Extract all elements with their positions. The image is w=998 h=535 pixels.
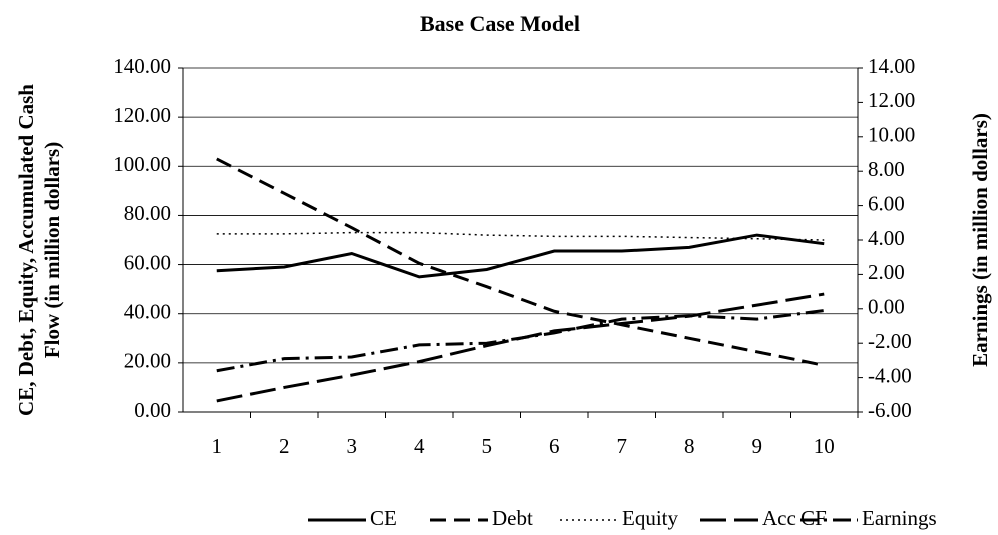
x-tick-label: 9 <box>752 434 763 458</box>
y-tick-label: 40.00 <box>124 300 171 324</box>
x-tick-label: 6 <box>549 434 560 458</box>
legend-label: Debt <box>492 506 533 530</box>
series-line <box>216 233 825 279</box>
y2-axis-title: Earnings (in million dollars) <box>968 113 992 367</box>
legend-label: CE <box>370 506 397 530</box>
y2-tick-label: -6.00 <box>868 398 912 422</box>
x-tick-label: 4 <box>414 434 425 458</box>
chart-title: Base Case Model <box>420 11 580 36</box>
series-line <box>216 157 825 367</box>
legend-label: Acc CF <box>762 506 827 530</box>
x-tick-label: 10 <box>814 434 835 458</box>
y-tick-label: 140.00 <box>113 54 171 78</box>
series-line <box>216 309 825 373</box>
x-tick-label: 2 <box>279 434 290 458</box>
legend-label: Earnings <box>862 506 937 530</box>
y-tick-label: 0.00 <box>134 398 171 422</box>
y2-tick-label: 12.00 <box>868 88 915 112</box>
y2-tick-label: 14.00 <box>868 54 915 78</box>
x-tick-label: 5 <box>482 434 493 458</box>
y2-tick-label: 0.00 <box>868 295 905 319</box>
y2-tick-label: -2.00 <box>868 329 912 353</box>
y-tick-label: 20.00 <box>124 349 171 373</box>
y2-tick-label: 10.00 <box>868 123 915 147</box>
x-tick-label: 3 <box>347 434 358 458</box>
y-axis-title-line: CE, Debt, Equity, Accumulated Cash <box>14 84 38 416</box>
y-axis-title-line: Flow (in million dollars) <box>40 142 64 358</box>
y-tick-label: 60.00 <box>124 250 171 274</box>
y2-tick-label: 2.00 <box>868 260 905 284</box>
x-tick-label: 1 <box>212 434 223 458</box>
x-tick-label: 7 <box>617 434 628 458</box>
y2-tick-label: 6.00 <box>868 191 905 215</box>
y-tick-label: 80.00 <box>124 201 171 225</box>
y2-tick-label: 4.00 <box>868 226 905 250</box>
legend-label: Equity <box>622 506 678 530</box>
y2-tick-label: 8.00 <box>868 157 905 181</box>
y-tick-label: 120.00 <box>113 103 171 127</box>
series-line <box>216 231 825 241</box>
y2-tick-label: -4.00 <box>868 363 912 387</box>
y-axis-title: CE, Debt, Equity, Accumulated CashFlow (… <box>14 84 64 416</box>
x-tick-label: 8 <box>684 434 695 458</box>
y-tick-label: 100.00 <box>113 152 171 176</box>
